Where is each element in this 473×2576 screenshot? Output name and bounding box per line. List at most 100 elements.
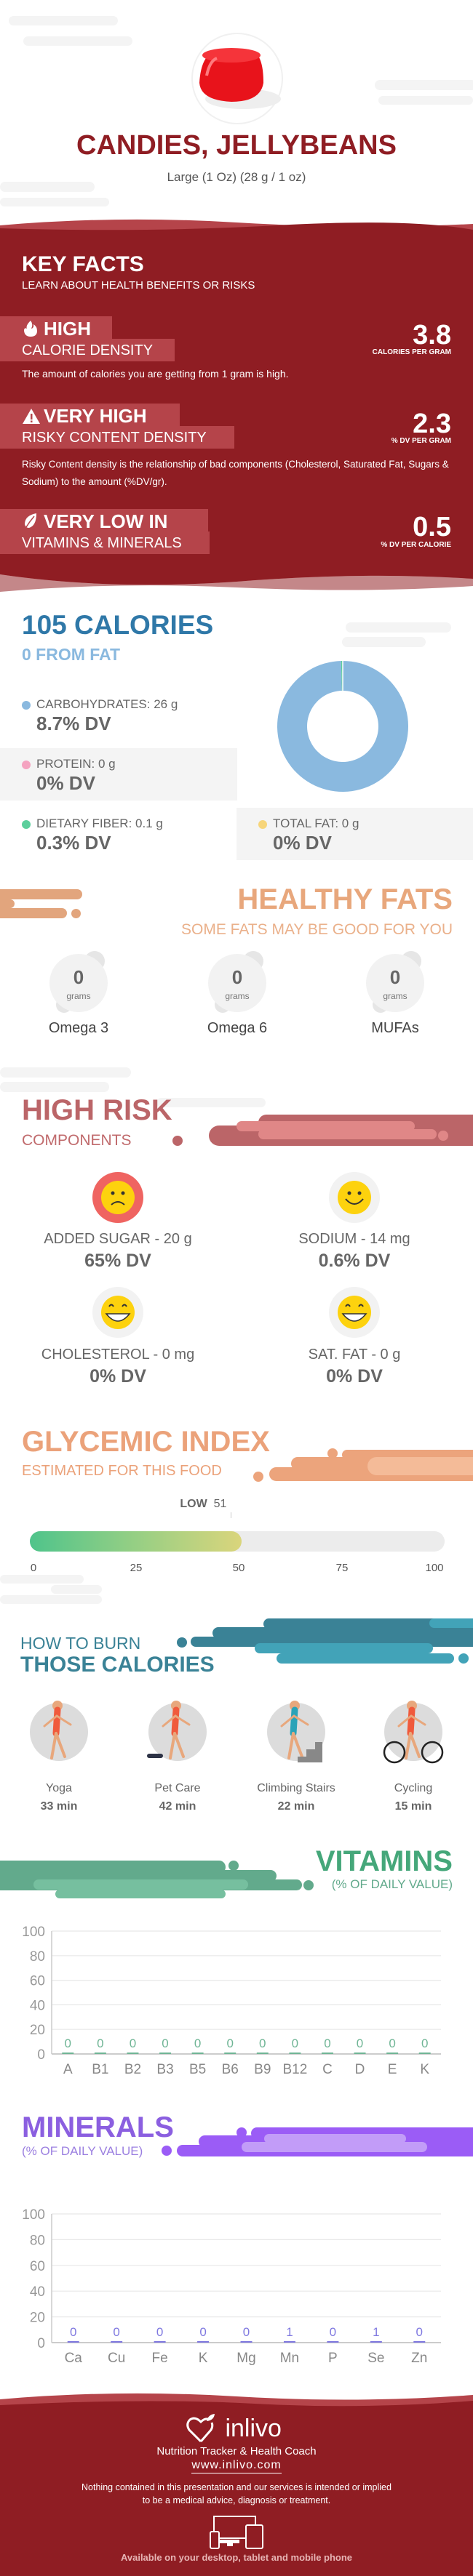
- decor-cloud: [23, 36, 132, 46]
- bar: [413, 2341, 426, 2343]
- bar-value-label: 0: [199, 2325, 206, 2339]
- glycemic-title: GLYCEMIC INDEX: [22, 1426, 270, 1458]
- macro-carbohydrates: CARBOHYDRATES: 26 g: [22, 698, 178, 710]
- risk-dv: 0% DV: [326, 1366, 383, 1387]
- tagline: Nutrition Tracker & Health Coach: [156, 2445, 317, 2457]
- high-risk-subtitle: COMPONENTS: [22, 1132, 132, 1149]
- fat-value: 0: [389, 966, 401, 988]
- risk-dv: 65% DV: [84, 1251, 151, 1271]
- y-tick-label: 100: [22, 1925, 45, 1940]
- macro-dv: 0% DV: [36, 772, 95, 794]
- activity-duration: 33 min: [40, 1800, 78, 1813]
- category-label: E: [388, 2062, 397, 2077]
- decor-dot: [236, 2127, 247, 2138]
- risk-label: SAT. FAT - 0 g: [308, 1347, 401, 1363]
- decor-dot: [228, 1861, 239, 1871]
- fact-level: HIGH: [44, 318, 91, 340]
- y-tick-label: 40: [30, 1998, 45, 2013]
- bar: [127, 2053, 139, 2054]
- category-label: Fe: [152, 2351, 168, 2366]
- bar-value-label: 0: [97, 2037, 103, 2050]
- bar: [418, 2053, 431, 2054]
- decor-band: [236, 1121, 415, 1131]
- vitamins-subtitle: (% OF DAILY VALUE): [331, 1877, 453, 1891]
- glycemic-tick-label: 75: [335, 1562, 349, 1574]
- decor-band: [242, 2142, 427, 2152]
- wave-divider: [0, 585, 473, 611]
- category-label: A: [63, 2062, 73, 2077]
- activity-illustration-pet-care: [147, 1701, 207, 1761]
- decor-cloud: [0, 1595, 102, 1604]
- burn-title-line2: THOSE CALORIES: [20, 1653, 215, 1677]
- fact-label: RISKY CONTENT DENSITY: [22, 430, 207, 446]
- macro-label: DIETARY FIBER: 0.1 g: [36, 816, 163, 830]
- decor-dot: [172, 1136, 183, 1146]
- heart-leaf-logo-icon: [186, 2414, 215, 2443]
- bar-value-label: 0: [65, 2037, 71, 2050]
- category-label: B2: [124, 2062, 141, 2077]
- category-label: B6: [222, 2062, 239, 2077]
- y-tick-label: 80: [30, 1949, 45, 1965]
- macro-dv: 8.7% DV: [36, 713, 111, 734]
- fat-badge: [49, 951, 108, 1013]
- minerals-subtitle: (% OF DAILY VALUE): [22, 2144, 143, 2158]
- legend-dot: [22, 760, 31, 769]
- fat-name: Omega 3: [48, 1020, 109, 1036]
- decor-dot: [303, 1880, 314, 1890]
- website-link[interactable]: www.inlivo.com: [191, 2459, 282, 2473]
- fact-description: The amount of calories you are getting f…: [22, 368, 289, 380]
- category-label: Mn: [280, 2351, 299, 2366]
- y-tick-label: 60: [30, 2259, 45, 2274]
- fact-level: VERY HIGH: [44, 405, 147, 427]
- macro-total-fat: TOTAL FAT: 0 g: [258, 817, 359, 830]
- y-tick-label: 20: [30, 2311, 45, 2326]
- decor-band: [212, 1627, 473, 1639]
- fat-badge-circle: [49, 954, 108, 1012]
- decor-band: [0, 899, 15, 908]
- inlivo-logo[interactable]: inlivo: [186, 2412, 282, 2444]
- decor-band: [0, 1870, 277, 1882]
- bar-value-label: 0: [226, 2037, 233, 2050]
- activity-duration: 22 min: [277, 1800, 315, 1813]
- serving-size: Large (1 Oz) (28 g / 1 oz): [167, 170, 306, 184]
- decor-cloud: [0, 198, 109, 206]
- glycemic-tick-label: 0: [30, 1562, 37, 1574]
- y-tick-label: 0: [37, 2336, 45, 2351]
- minerals-title: MINERALS: [22, 2111, 174, 2143]
- decor-band: [264, 2134, 406, 2143]
- bar-value-label: 0: [421, 2037, 428, 2050]
- website-link-wrap: www.inlivo.com: [0, 2459, 473, 2473]
- decor-band: [429, 1618, 473, 1628]
- fact-label-box: [0, 531, 210, 554]
- bar-value-label: 0: [357, 2037, 363, 2050]
- fact-label-box: [0, 339, 175, 361]
- fact-unit: % DV PER GRAM: [391, 437, 451, 445]
- y-tick-label: 20: [30, 2023, 45, 2038]
- activity-duration: 42 min: [159, 1800, 196, 1813]
- bar-value-label: 0: [243, 2325, 250, 2339]
- decor-dot: [162, 2146, 172, 2156]
- decor-band: [255, 1643, 433, 1653]
- macro-label: CARBOHYDRATES: 26 g: [36, 697, 178, 711]
- bar: [224, 2053, 236, 2054]
- activity-name: Cycling: [394, 1782, 433, 1794]
- macro-label: TOTAL FAT: 0 g: [273, 816, 359, 830]
- fact-value: 3.8: [413, 320, 451, 350]
- glycemic-fill: [30, 1531, 242, 1552]
- activity-illustration-yoga: [30, 1701, 88, 1761]
- legend-dot: [22, 819, 31, 829]
- calories-from-fat: 0 FROM FAT: [22, 645, 121, 664]
- y-tick-label: 80: [30, 2233, 45, 2248]
- fact-label: CALORIE DENSITY: [22, 342, 154, 358]
- legend-dot: [22, 700, 31, 710]
- decor-band: [277, 1653, 454, 1664]
- risk-label: SODIUM - 14 mg: [298, 1231, 410, 1247]
- decor-dot: [253, 1472, 263, 1482]
- glycemic-subtitle: ESTIMATED FOR THIS FOOD: [22, 1463, 222, 1479]
- bar-value-label: 0: [113, 2325, 119, 2339]
- category-label: K: [420, 2062, 429, 2077]
- key-facts-subtitle: LEARN ABOUT HEALTH BENEFITS OR RISKS: [22, 279, 255, 292]
- fact-level-box: [0, 316, 112, 340]
- macro-dv: 0% DV: [273, 832, 332, 854]
- legend-dot: [258, 819, 267, 829]
